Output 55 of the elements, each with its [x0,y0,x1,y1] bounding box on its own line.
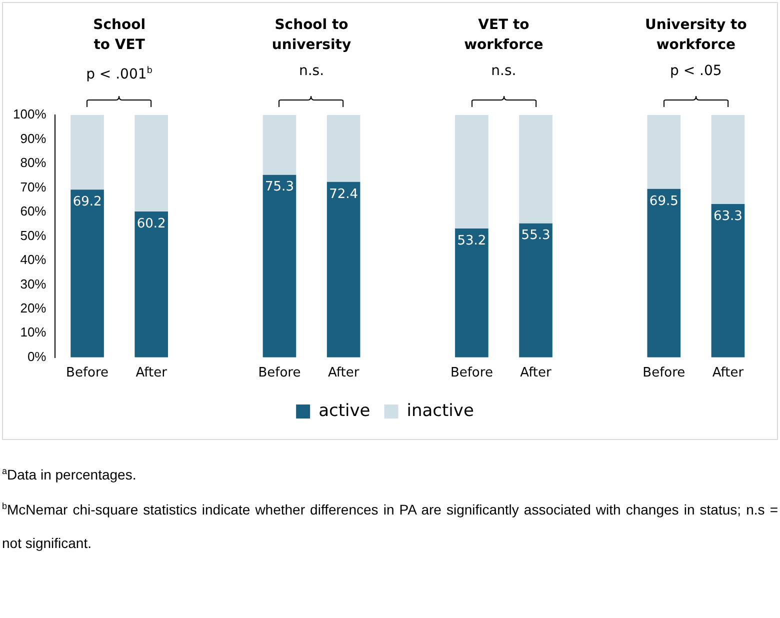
data-label: 69.5 [649,194,678,209]
bar [134,115,168,212]
y-tick-label: 10% [20,324,47,340]
bar [455,228,488,358]
bar [647,115,681,189]
bar [647,188,681,358]
bar [711,204,745,358]
bar [326,115,360,182]
bar [70,190,104,358]
data-label: 75.3 [265,180,294,195]
bar [519,115,552,224]
text: VET to workforce [463,16,544,55]
x-tick-label: Before [642,366,686,381]
text: n.s. [490,62,518,80]
bar [134,211,168,358]
bar [711,115,745,204]
x-tick-label: Before [66,366,109,381]
data-label: 69.2 [72,194,102,210]
y-tick-label: 30% [20,276,47,292]
x-tick-label: Before [450,366,493,381]
bar [326,182,360,358]
x-tick-label: After [712,366,744,381]
legend-label: inactive [406,400,474,421]
y-tick-label: 100% [13,106,47,122]
x-tick-label: Before [258,366,301,381]
x-tick-label: After [136,366,168,381]
legend-label: active [318,400,370,421]
y-tick-label: 0% [27,348,47,364]
bar [262,174,296,358]
bar [70,115,104,190]
text: $^{a}$Data in percentages. [2,465,138,485]
y-tick-label: 90% [20,130,47,146]
y-tick-label: 40% [20,252,47,268]
data-label: 63.3 [713,208,742,224]
y-tick-label: 70% [20,179,47,194]
text: University to workforce [644,16,748,55]
bar [519,223,552,358]
y-tick-label: 60% [20,204,47,219]
text: p < .001$^{b}$ [85,65,154,84]
bar [455,115,488,228]
bar [262,115,296,175]
text: p < .05 [669,62,723,80]
text: School to university [270,16,352,55]
data-label: 53.2 [457,233,486,248]
y-tick-label: 50% [20,228,47,243]
text: n.s. [298,62,326,80]
x-tick-label: After [328,366,360,381]
y-tick-label: 80% [20,155,47,170]
data-label: 55.3 [521,228,550,244]
data-label: 72.4 [329,186,358,202]
text: $^{b}$McNemar chi-square statistics indicate whether differences in PA are significantly associated with changes in status; n.s = not significant. [2,501,778,551]
data-label: 60.2 [136,216,166,232]
x-tick-label: After [520,366,552,381]
y-tick-label: 20% [20,300,47,316]
text: School to VET [92,16,146,55]
